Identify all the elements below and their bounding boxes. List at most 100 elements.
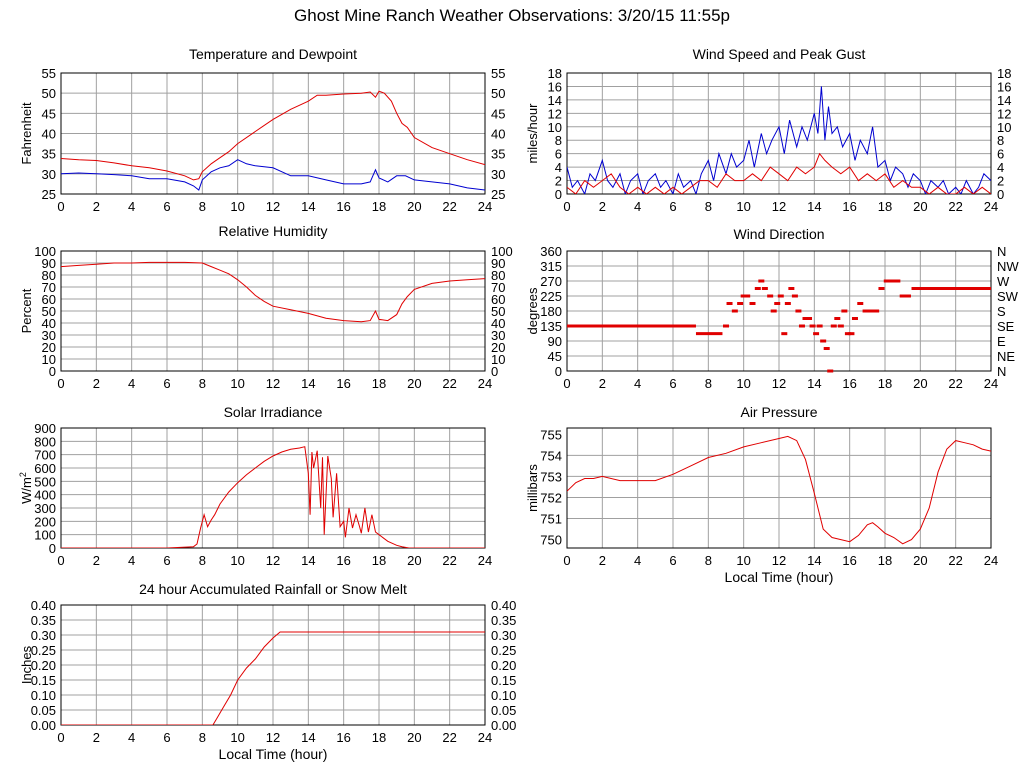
y-tick-label: 0.25 <box>31 643 56 658</box>
x-tick-label: 16 <box>336 199 350 214</box>
x-tick-label: 0 <box>563 199 570 214</box>
y-tick-label-right: 2 <box>997 174 1004 189</box>
y-tick-label-right: E <box>997 334 1006 349</box>
y-tick-label-right: 0 <box>491 364 498 379</box>
x-tick-label: 14 <box>301 730 315 745</box>
x-tick-label: 2 <box>93 553 100 568</box>
y-tick-label: 45 <box>548 349 562 364</box>
y-tick-label: 14 <box>548 93 562 108</box>
chart-title: 24 hour Accumulated Rainfall or Snow Mel… <box>139 581 407 597</box>
x-tick-label: 6 <box>163 376 170 391</box>
y-tick-label: 18 <box>548 66 562 81</box>
y-tick-label-right: 55 <box>491 66 505 81</box>
x-tick-label: 16 <box>842 199 856 214</box>
x-tick-label: 0 <box>57 376 64 391</box>
x-tick-label: 4 <box>128 199 135 214</box>
y-tick-label-right: 0 <box>997 187 1004 202</box>
y-tick-label-right: N <box>997 244 1006 259</box>
x-tick-label: 10 <box>230 199 244 214</box>
x-tick-label: 6 <box>669 553 676 568</box>
chart-title: Temperature and Dewpoint <box>189 46 357 62</box>
y-tick-label: 4 <box>555 160 562 175</box>
plot-frame <box>566 72 992 195</box>
y-tick-label-right: 70 <box>491 280 505 295</box>
y-tick-label: 800 <box>34 434 56 449</box>
direction-point <box>841 309 848 313</box>
x-tick-label: 20 <box>407 730 421 745</box>
y-tick-label: 10 <box>548 120 562 135</box>
y-tick-label: 16 <box>548 79 562 94</box>
y-tick-label: 20 <box>42 340 56 355</box>
y-tick-label: 25 <box>42 187 56 202</box>
page-title: Ghost Mine Ranch Weather Observations: 3… <box>294 6 730 25</box>
direction-point <box>837 324 844 328</box>
x-tick-label: 16 <box>336 730 350 745</box>
y-tick-label-right: 6 <box>997 147 1004 162</box>
x-tick-label: 24 <box>984 376 998 391</box>
x-tick-label: 18 <box>878 199 892 214</box>
x-tick-label: 8 <box>199 376 206 391</box>
y-tick-label-right: 50 <box>491 304 505 319</box>
chart-title: Relative Humidity <box>219 223 328 239</box>
y-tick-label-right: 0.10 <box>491 688 516 703</box>
y-tick-label: 10 <box>42 352 56 367</box>
direction-point <box>726 302 733 305</box>
y-tick-label-right: 10 <box>997 120 1011 135</box>
x-tick-label: 10 <box>230 376 244 391</box>
direction-point <box>758 279 765 283</box>
direction-point <box>791 294 798 298</box>
series-peak-gust-line <box>567 86 991 194</box>
y-axis-label: W/m2 <box>18 472 34 504</box>
x-tick-label: 2 <box>93 199 100 214</box>
y-tick-label-right: 0.30 <box>491 628 516 643</box>
x-tick-label: 18 <box>372 199 386 214</box>
x-tick-label: 4 <box>634 199 641 214</box>
direction-point <box>770 309 777 313</box>
y-tick-label: 70 <box>42 280 56 295</box>
y-axis-label: Inches <box>19 645 34 684</box>
y-tick-label: 755 <box>540 427 562 442</box>
y-axis-label: Fahrenheit <box>19 102 34 165</box>
direction-point <box>781 332 788 336</box>
x-tick-label: 22 <box>948 199 962 214</box>
series-solar-irradiance-line <box>61 446 485 548</box>
x-tick-label: 12 <box>266 553 280 568</box>
direction-point <box>894 279 901 283</box>
x-axis-label: Local Time (hour) <box>725 569 834 585</box>
x-tick-label: 24 <box>984 553 998 568</box>
chart-title: Wind Direction <box>733 226 824 242</box>
chart-title: Air Pressure <box>740 404 817 420</box>
y-tick-label-right: 50 <box>491 86 505 101</box>
x-tick-label: 20 <box>913 376 927 391</box>
x-tick-label: 16 <box>336 553 350 568</box>
direction-point <box>834 317 841 320</box>
y-tick-label: 752 <box>540 490 562 505</box>
direction-point <box>802 317 809 320</box>
y-tick-label-right: SW <box>997 289 1019 304</box>
direction-point <box>767 294 774 298</box>
x-tick-label: 12 <box>772 199 786 214</box>
y-tick-label-right: 80 <box>491 268 505 283</box>
y-tick-label: 30 <box>42 328 56 343</box>
direction-point <box>848 332 855 336</box>
y-tick-label: 750 <box>540 533 562 548</box>
y-tick-label: 225 <box>540 289 562 304</box>
y-axis-label-text: Percent <box>19 288 34 333</box>
chart-title: Solar Irradiance <box>224 404 323 420</box>
y-tick-label: 0.00 <box>31 718 56 733</box>
y-axis-label-text: W/m <box>19 477 34 504</box>
x-tick-label: 2 <box>599 199 606 214</box>
y-tick-label: 100 <box>34 528 56 543</box>
direction-point <box>816 324 823 328</box>
x-tick-label: 0 <box>57 730 64 745</box>
y-tick-label: 0.20 <box>31 658 56 673</box>
plot-frame <box>60 427 486 549</box>
x-tick-label: 16 <box>842 553 856 568</box>
y-tick-label: 754 <box>540 448 562 463</box>
y-tick-label: 200 <box>34 514 56 529</box>
x-tick-label: 12 <box>266 376 280 391</box>
y-tick-label: 0.30 <box>31 628 56 643</box>
direction-point <box>889 279 896 283</box>
